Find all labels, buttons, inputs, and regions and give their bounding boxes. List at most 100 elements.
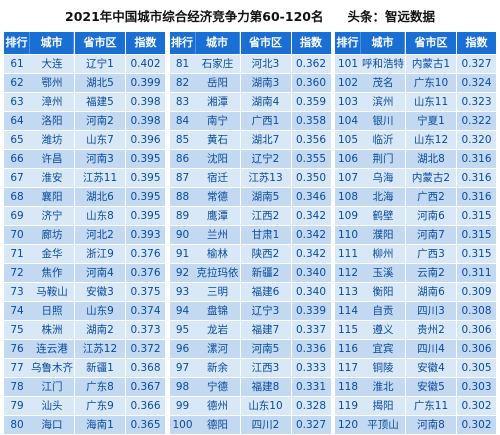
table-row: 112 玉溪 云南2 0.311 xyxy=(335,264,496,283)
city-cell: 济宁 xyxy=(41,210,63,222)
index-cell: 0.402 xyxy=(130,58,161,70)
index-cell: 0.339 xyxy=(295,305,327,317)
header-rank: 排行 xyxy=(170,32,196,54)
index-cell: 0.306 xyxy=(461,324,492,336)
city-cell: 廊坊 xyxy=(41,229,63,241)
rank-cell: 82 xyxy=(175,77,190,89)
table-row: 111 柳州 广西3 0.315 xyxy=(335,245,496,264)
index-cell: 0.308 xyxy=(461,305,492,317)
city-cell: 沈阳 xyxy=(207,153,228,165)
city-cell: 淮北 xyxy=(372,381,394,393)
table-row: 91 榆林 陕西2 0.342 xyxy=(169,245,331,264)
rank-cell: 90 xyxy=(175,229,190,241)
city-cell: 江门 xyxy=(41,381,63,393)
province-cell: 河北3 xyxy=(239,55,292,73)
province-cell: 广东11 xyxy=(405,397,457,415)
header-province: 省市区 xyxy=(74,32,126,54)
table-row: 100 德阳 四川2 0.327 xyxy=(169,416,331,435)
city-cell: 德阳 xyxy=(207,419,228,431)
rank-cell: 73 xyxy=(10,286,24,298)
province-cell: 四川4 xyxy=(405,340,457,358)
rank-cell: 87 xyxy=(175,172,190,184)
province-cell: 新疆1 xyxy=(74,359,126,377)
province-cell: 四川2 xyxy=(239,416,292,434)
table-row: 73 马鞍山 安徽3 0.375 xyxy=(4,283,165,302)
city-cell: 茂名 xyxy=(372,77,394,89)
index-cell: 0.305 xyxy=(461,362,492,374)
table-row: 99 德州 山东10 0.328 xyxy=(169,397,331,416)
province-cell: 山东8 xyxy=(74,207,126,225)
rank-cell: 111 xyxy=(337,248,359,260)
index-cell: 0.309 xyxy=(461,286,492,298)
index-cell: 0.376 xyxy=(130,267,161,279)
table-row: 96 漯河 河南5 0.336 xyxy=(169,340,331,359)
header-index: 指数 xyxy=(465,36,488,49)
table-row: 93 三明 福建6 0.340 xyxy=(169,283,331,302)
table-row: 83 湘潭 湖南4 0.359 xyxy=(169,93,331,112)
index-cell: 0.324 xyxy=(461,77,492,89)
city-cell: 乌鲁木齐 xyxy=(31,362,73,374)
index-cell: 0.303 xyxy=(461,381,492,393)
table-row: 84 南宁 广西1 0.358 xyxy=(169,112,331,131)
table-row: 115 遵义 贵州2 0.306 xyxy=(335,321,496,340)
index-cell: 0.342 xyxy=(295,248,327,260)
rank-cell: 63 xyxy=(10,96,24,108)
table-row: 77 乌鲁木齐 新疆1 0.368 xyxy=(4,359,165,378)
table-row: 110 濮阳 河南7 0.315 xyxy=(335,226,496,245)
province-cell: 河南5 xyxy=(239,340,292,358)
header-rank: 排行 xyxy=(335,32,361,54)
city-cell: 克拉玛依 xyxy=(196,267,239,279)
index-cell: 0.365 xyxy=(130,419,161,431)
ranking-table-3: 排行 城市 省市区 指数 101 呼和浩特 内蒙古1 0.327 102 茂名 广东10 0.324 1… xyxy=(335,32,496,435)
province-cell: 江西3 xyxy=(239,359,292,377)
index-cell: 0.395 xyxy=(130,153,161,165)
city-cell: 大连 xyxy=(41,58,63,70)
rank-cell: 77 xyxy=(10,362,24,374)
table-row: 87 宿迁 江苏13 0.350 xyxy=(169,169,331,188)
province-cell: 河南2 xyxy=(74,112,126,130)
table-row: 95 龙岩 福建7 0.337 xyxy=(169,321,331,340)
table-row: 103 滨州 山东11 0.323 xyxy=(335,93,496,112)
city-cell: 连云港 xyxy=(36,343,68,355)
rank-cell: 64 xyxy=(10,115,24,127)
city-cell: 汕头 xyxy=(41,400,63,412)
index-cell: 0.395 xyxy=(130,210,161,222)
city-cell: 柳州 xyxy=(372,248,394,260)
table-header-row: 排行 城市 省市区 指数 xyxy=(169,32,331,55)
city-cell: 株洲 xyxy=(41,324,63,336)
index-cell: 0.328 xyxy=(295,400,327,412)
province-cell: 湖南3 xyxy=(239,74,292,92)
index-cell: 0.359 xyxy=(295,96,327,108)
table-row: 107 乌海 内蒙古2 0.316 xyxy=(335,169,496,188)
rank-cell: 86 xyxy=(175,153,190,165)
table-row: 75 株洲 湖南2 0.373 xyxy=(4,321,165,340)
province-cell: 四川3 xyxy=(405,302,457,320)
index-cell: 0.350 xyxy=(295,172,327,184)
city-cell: 焦作 xyxy=(41,267,63,279)
rank-cell: 115 xyxy=(337,324,359,336)
province-cell: 广东9 xyxy=(74,397,126,415)
city-cell: 德州 xyxy=(207,400,228,412)
table-row: 97 新余 江西3 0.333 xyxy=(169,359,331,378)
city-cell: 滨州 xyxy=(372,96,394,108)
city-cell: 湘潭 xyxy=(207,96,228,108)
city-cell: 许昌 xyxy=(41,153,63,165)
index-cell: 0.396 xyxy=(130,134,161,146)
table-row: 66 许昌 河南3 0.395 xyxy=(4,150,165,169)
city-cell: 漯河 xyxy=(207,343,228,355)
rank-cell: 76 xyxy=(10,343,24,355)
rank-cell: 78 xyxy=(10,381,24,393)
table-row: 88 常德 湖南5 0.346 xyxy=(169,188,331,207)
rank-cell: 65 xyxy=(10,134,24,146)
city-cell: 宁德 xyxy=(207,381,228,393)
index-cell: 0.340 xyxy=(295,267,327,279)
province-cell: 宁夏1 xyxy=(405,112,457,130)
city-cell: 宿迁 xyxy=(207,172,228,184)
province-cell: 山东9 xyxy=(74,302,126,320)
rank-cell: 96 xyxy=(175,343,190,355)
rank-cell: 92 xyxy=(175,267,190,279)
table-row: 113 衡阳 湖南6 0.309 xyxy=(335,283,496,302)
header-province: 省市区 xyxy=(405,32,457,54)
index-cell: 0.393 xyxy=(130,229,161,241)
province-cell: 江苏11 xyxy=(74,169,126,187)
